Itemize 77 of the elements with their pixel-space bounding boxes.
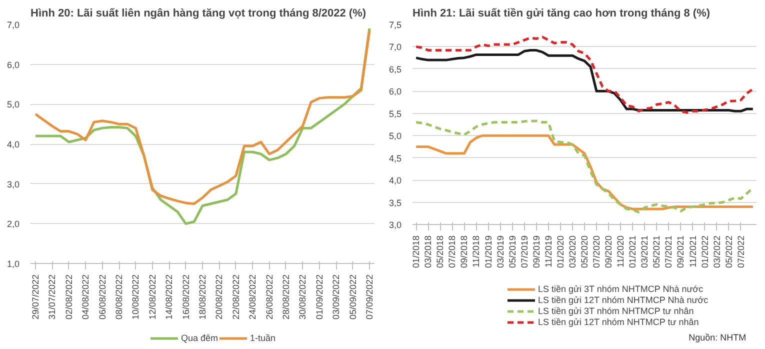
x-tick-label: 05/2019 xyxy=(507,235,518,268)
x-tick-label: 03/2022 xyxy=(712,235,722,268)
x-tick-label: 05/2018 xyxy=(435,235,446,268)
y-tick-label: 6,0 xyxy=(6,60,20,70)
x-tick-label: 09/2019 xyxy=(531,235,542,268)
x-tick-label: 03/09/2022 xyxy=(331,274,342,320)
y-tick-label: 7,0 xyxy=(388,42,402,52)
x-tick-label: 10/08/2022 xyxy=(130,274,141,320)
x-tick-label: 04/08/2022 xyxy=(80,274,91,320)
x-tick-label: 24/08/2022 xyxy=(248,274,258,320)
y-tick-label: 6,0 xyxy=(388,86,402,97)
x-tick-label: 03/2021 xyxy=(640,235,650,268)
x-tick-label: 14/08/2022 xyxy=(164,274,174,320)
y-tick-label: 7,5 xyxy=(388,20,402,30)
legend-label: LS tiền gửi 3T nhóm NHTMCP tư nhân xyxy=(538,306,694,316)
x-tick-label: 30/08/2022 xyxy=(298,274,308,320)
y-tick-label: 4,0 xyxy=(388,176,402,186)
x-tick-label: 11/2021 xyxy=(688,235,698,268)
x-tick-label: 01/09/2022 xyxy=(314,274,324,320)
y-tick-label: 4,5 xyxy=(388,153,402,164)
y-tick-label: 5,0 xyxy=(388,131,402,142)
x-tick-label: 05/09/2022 xyxy=(348,274,358,320)
line-series xyxy=(414,49,754,112)
x-tick-label: 09/2021 xyxy=(676,235,686,268)
legend-label: LS tiền gửi 3T nhóm NHTMCP Nhà nước xyxy=(538,284,704,294)
chart-title: Hình 20: Lãi suất liên ngân hàng tăng vọt trong tháng 8/2022 (%) xyxy=(30,8,366,20)
y-tick-label: 6,5 xyxy=(388,64,402,74)
x-tick-label: 07/2020 xyxy=(592,235,602,268)
x-tick-label: 28/08/2022 xyxy=(280,274,291,320)
y-tick-label: 2,0 xyxy=(6,219,20,230)
x-tick-label: 05/2020 xyxy=(580,235,590,268)
x-tick-label: 05/2021 xyxy=(652,235,662,268)
x-tick-label: 01/2019 xyxy=(483,235,494,268)
x-tick-label: 26/08/2022 xyxy=(264,274,274,320)
x-tick-label: 12/08/2022 xyxy=(147,274,158,320)
x-tick-label: 07/2022 xyxy=(736,235,746,268)
y-tick-label: 3,0 xyxy=(6,179,20,190)
x-tick-label: 06/08/2022 xyxy=(97,274,108,320)
x-tick-label: 20/08/2022 xyxy=(214,274,224,320)
legend-label: LS tiền gửi 12T nhóm NHTMCP tư nhân xyxy=(538,317,699,327)
x-tick-label: 01/2021 xyxy=(628,235,638,268)
x-tick-label: 18/08/2022 xyxy=(198,274,208,320)
x-tick-label: 22/08/2022 xyxy=(230,274,241,320)
y-tick-label: 5,5 xyxy=(388,108,402,119)
legend-label: Qua đêm xyxy=(181,333,218,343)
x-tick-label: 05/2022 xyxy=(724,235,734,268)
text: Nguồn: NHTM xyxy=(688,332,746,342)
x-tick-label: 01/2020 xyxy=(555,235,566,268)
x-tick-label: 03/2019 xyxy=(495,235,506,268)
y-tick-label: 1,0 xyxy=(6,259,20,269)
x-tick-label: 07/2021 xyxy=(664,235,674,268)
x-tick-label: 09/2018 xyxy=(459,235,470,268)
x-tick-label: 07/2019 xyxy=(519,235,530,268)
x-tick-label: 01/2018 xyxy=(411,235,422,268)
y-tick-label: 7,0 xyxy=(6,20,20,30)
x-tick-label: 08/08/2022 xyxy=(114,274,124,320)
y-tick-label: 5,0 xyxy=(6,100,20,110)
x-tick-label: 07/2018 xyxy=(447,235,458,268)
y-tick-label: 3,0 xyxy=(388,220,402,230)
x-tick-label: 31/07/2022 xyxy=(47,274,58,320)
line-series xyxy=(414,36,754,114)
y-tick-label: 3,5 xyxy=(388,198,402,208)
x-tick-label: 11/2018 xyxy=(471,235,482,268)
x-tick-label: 02/08/2022 xyxy=(64,274,74,320)
x-tick-label: 16/08/2022 xyxy=(180,274,191,320)
legend-label: LS tiền gửi 12T nhóm NHTMCP Nhà nước xyxy=(538,295,708,305)
legend-label: 1-tuần xyxy=(250,333,276,343)
x-tick-label: 03/2020 xyxy=(567,235,578,268)
x-tick-label: 09/2020 xyxy=(604,235,614,268)
x-tick-label: 29/07/2022 xyxy=(30,274,41,320)
x-tick-label: 01/2022 xyxy=(700,235,710,268)
x-tick-label: 11/2020 xyxy=(616,235,626,268)
chart-title: Hình 21: Lãi suất tiền gửi tăng cao hơn trong tháng 8 (%) xyxy=(412,8,710,20)
y-tick-label: 4,0 xyxy=(6,140,20,150)
x-tick-label: 07/09/2022 xyxy=(364,274,374,320)
x-tick-label: 03/2018 xyxy=(423,235,434,268)
x-tick-label: 11/2019 xyxy=(543,235,554,268)
